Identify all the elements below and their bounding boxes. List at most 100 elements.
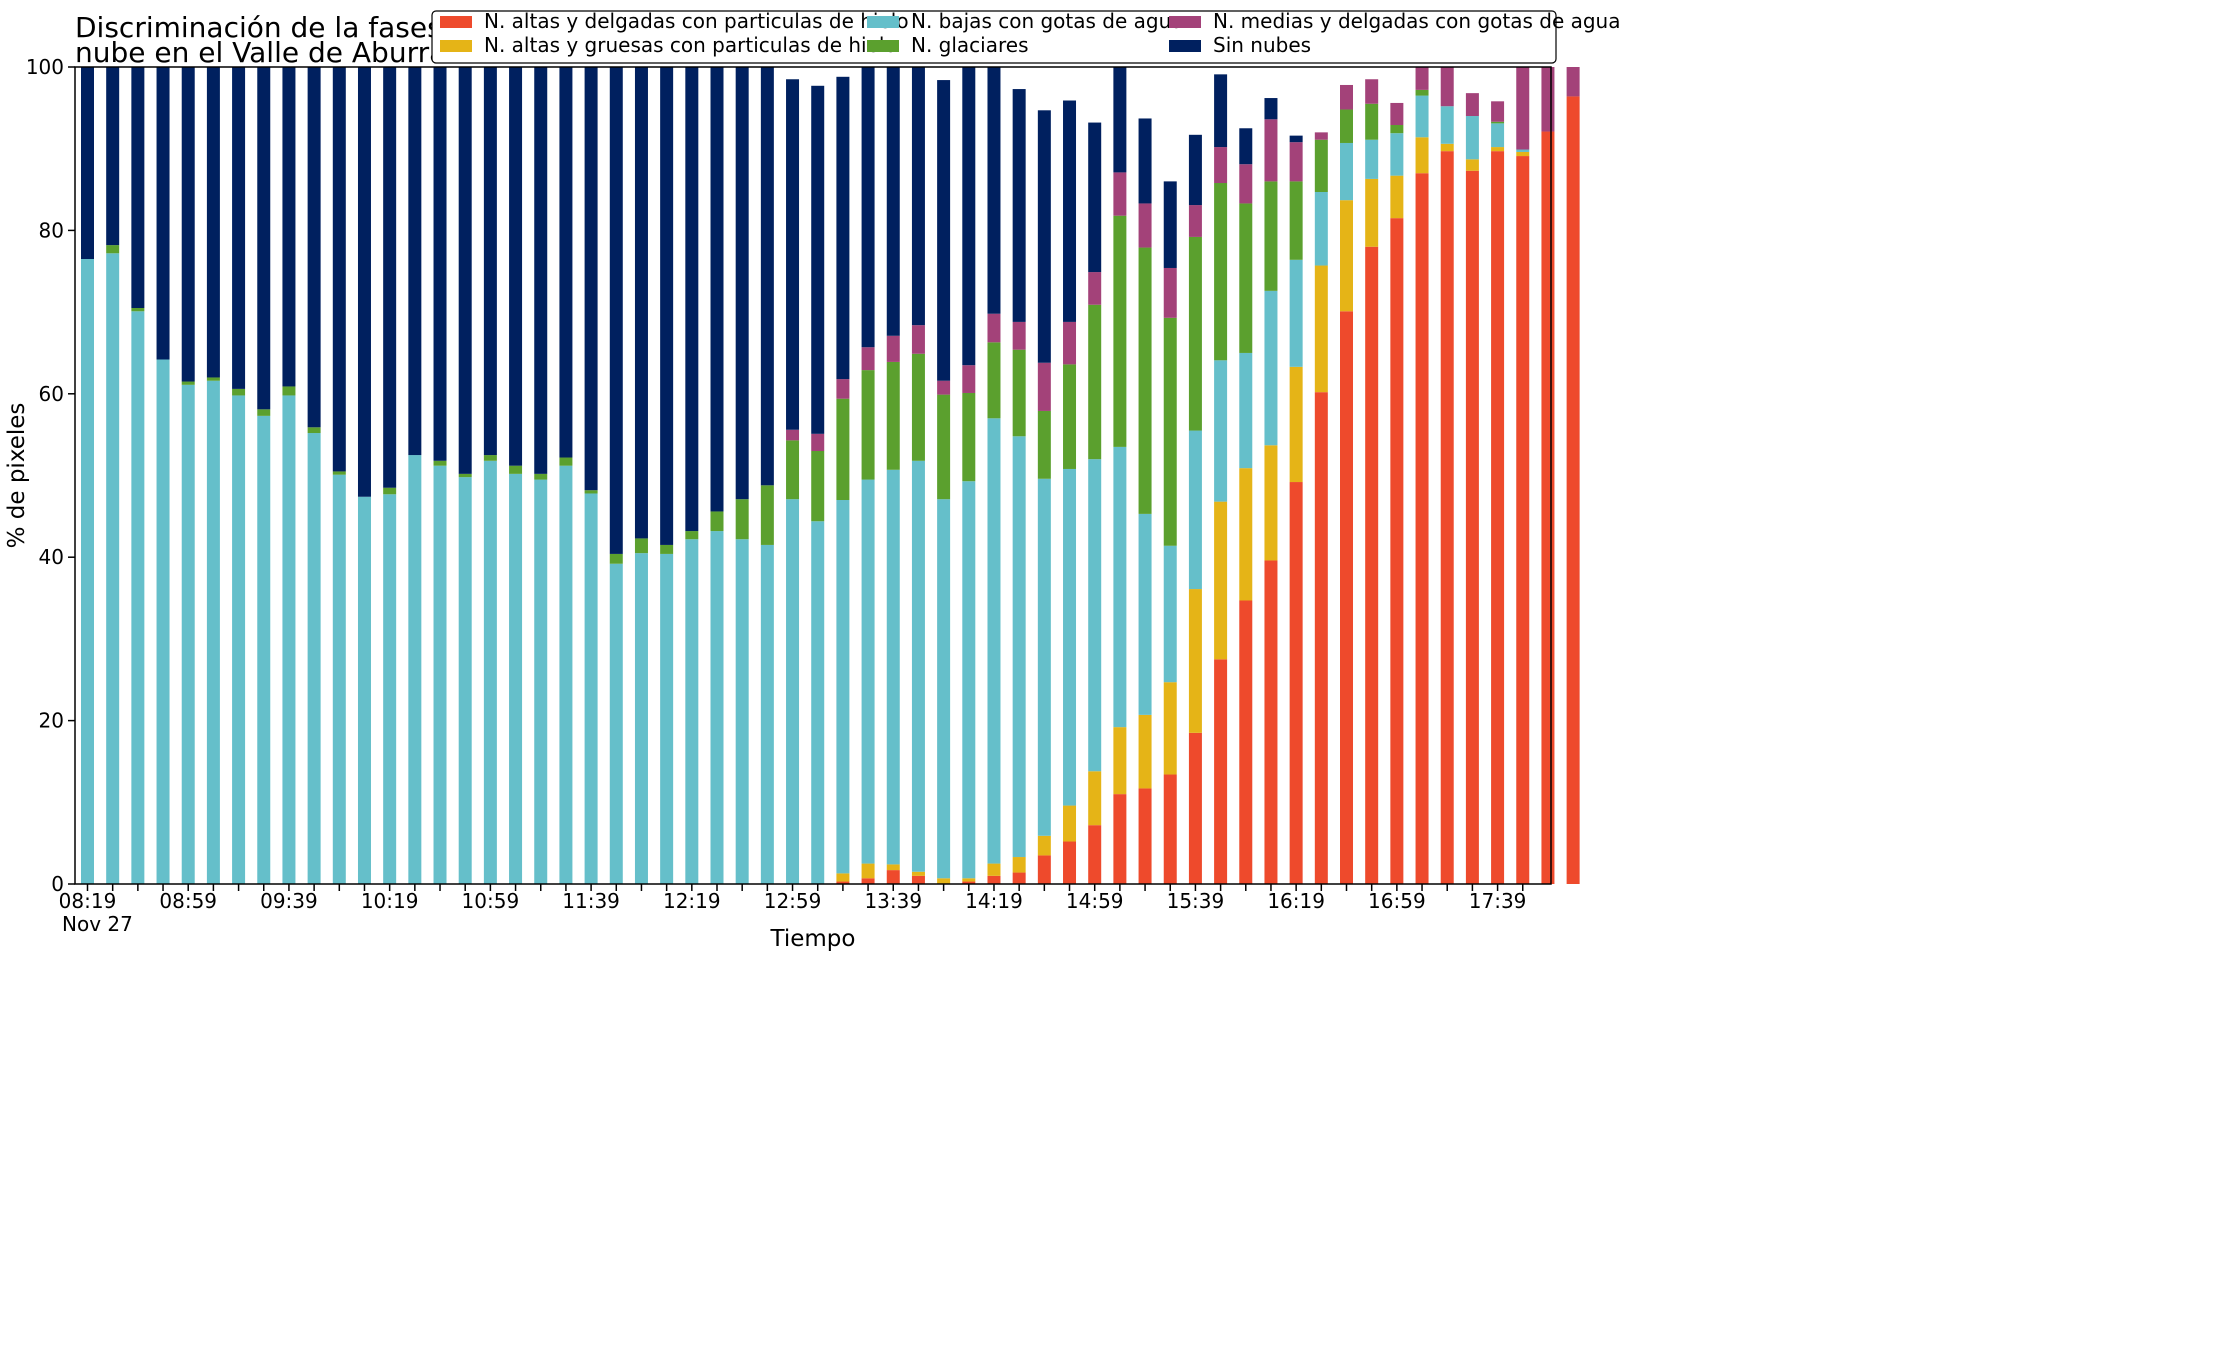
bar-segment-2-49 (1314, 192, 1328, 266)
bar-segment-0-57 (1516, 156, 1530, 885)
x-tick-label: 14:19 (965, 889, 1023, 913)
bar-segment-4-59 (1566, 67, 1580, 97)
bar-segment-3-24 (685, 531, 699, 540)
bar-segment-3-2 (131, 308, 145, 312)
bar-segment-1-42 (1138, 714, 1152, 789)
bar-segment-0-33 (911, 875, 925, 884)
bar-segment-0-52 (1390, 218, 1404, 884)
bar-segment-3-40 (1088, 304, 1102, 460)
bar-segment-2-15 (458, 477, 472, 884)
bar-segment-4-54 (1440, 67, 1454, 107)
bar-segment-3-23 (660, 544, 674, 554)
bar-segment-5-12 (383, 67, 397, 488)
bar-segment-1-36 (987, 863, 1001, 876)
chart-title-line: nube en el Valle de Aburrá (75, 36, 446, 69)
bar-segment-1-45 (1214, 501, 1228, 660)
bar-segment-1-57 (1516, 151, 1530, 157)
bar-segment-0-47 (1264, 560, 1278, 884)
x-tick-label: 09:39 (260, 889, 318, 913)
bar-segment-5-26 (735, 67, 749, 500)
bar-segment-4-33 (911, 325, 925, 354)
bar-segment-2-3 (156, 359, 170, 884)
bar-segment-2-16 (483, 460, 497, 884)
legend-box (431, 10, 1557, 64)
bar-segment-2-2 (131, 311, 145, 884)
bar-segment-5-39 (1063, 100, 1077, 322)
y-axis-label: % de pixeles (4, 403, 30, 549)
bar-segment-2-42 (1138, 513, 1152, 715)
bar-segment-4-50 (1340, 84, 1353, 110)
bar-segment-0-53 (1415, 173, 1429, 884)
bar-segment-1-39 (1063, 805, 1077, 842)
bar-segment-5-4 (181, 67, 195, 382)
bar-segment-4-43 (1163, 267, 1177, 318)
bar-segment-5-20 (584, 67, 598, 491)
bar-segment-4-42 (1138, 203, 1152, 248)
bar-segment-5-24 (685, 67, 699, 532)
bar-segment-1-50 (1340, 200, 1353, 312)
bar-segment-5-21 (609, 67, 623, 554)
bar-segment-0-30 (836, 881, 850, 884)
bar-segment-0-38 (1037, 855, 1051, 884)
y-axis: 0 20 40 60 80 100 (26, 55, 75, 896)
x-tick-label: 14:59 (1066, 889, 1124, 913)
bar-segment-5-2 (131, 67, 145, 309)
bar-segment-2-53 (1415, 95, 1429, 138)
bar-segment-2-20 (584, 493, 598, 884)
bar-segment-2-35 (962, 481, 976, 879)
bar-segment-1-44 (1188, 589, 1202, 733)
bar-segment-3-4 (181, 381, 195, 385)
bar-segment-0-31 (861, 878, 875, 884)
legend-swatch (1169, 16, 1201, 28)
bar-segment-4-35 (962, 365, 976, 393)
bar-segment-0-56 (1491, 151, 1505, 884)
bar-segment-2-6 (232, 395, 246, 884)
bar-segment-0-50 (1340, 311, 1353, 884)
bar-segment-2-13 (408, 455, 422, 884)
bar-segment-2-5 (206, 380, 220, 884)
bar-segment-3-10 (332, 471, 346, 475)
bar-segment-2-37 (1012, 436, 1026, 858)
bar-segment-3-34 (937, 394, 951, 500)
bar-segment-3-56 (1491, 121, 1505, 124)
bar-segment-0-58 (1541, 131, 1555, 885)
bar-segment-1-49 (1314, 265, 1328, 393)
bar-segment-3-22 (634, 538, 648, 554)
bar-segment-4-46 (1239, 164, 1253, 204)
bar-segment-3-27 (760, 485, 774, 545)
bar-segment-2-36 (987, 418, 1001, 864)
y-tick-label: 60 (39, 382, 64, 406)
bar-segment-2-33 (911, 460, 925, 872)
bar-segment-1-46 (1239, 468, 1253, 601)
bar-segment-5-14 (433, 67, 447, 461)
bar-segment-3-9 (307, 427, 321, 434)
bar-segment-1-33 (911, 871, 925, 876)
bar-segment-2-56 (1491, 123, 1505, 148)
legend-label: N. medias y delgadas con gotas de agua (1213, 9, 1621, 33)
bar-segment-4-51 (1365, 79, 1379, 104)
bar-segment-4-55 (1465, 93, 1479, 117)
bar-segment-5-23 (660, 67, 674, 545)
bar-segment-5-32 (886, 67, 900, 336)
legend: N. altas y delgadas con particulas de hi… (431, 9, 1621, 64)
legend-swatch (1169, 40, 1201, 52)
bar-segment-5-35 (962, 67, 976, 366)
bar-segment-3-17 (509, 465, 523, 474)
bar-segment-2-50 (1340, 142, 1353, 201)
bar-segment-4-38 (1037, 362, 1051, 411)
bar-segment-5-28 (786, 79, 800, 430)
bar-segment-5-10 (332, 67, 346, 472)
bar-segment-3-28 (786, 440, 800, 500)
x-tick-label: 12:59 (764, 889, 822, 913)
bar-segment-4-29 (811, 433, 825, 451)
bar-segment-3-48 (1289, 181, 1303, 260)
bar-segment-5-19 (559, 67, 573, 458)
bar-segment-3-53 (1415, 89, 1429, 96)
bar-segment-2-25 (710, 531, 724, 884)
bar-segment-3-39 (1063, 364, 1077, 469)
bar-segment-3-49 (1314, 139, 1328, 192)
bar-segment-4-39 (1063, 321, 1077, 365)
x-tick-label: 12:19 (663, 889, 721, 913)
bar-segment-5-6 (232, 67, 246, 389)
x-tick-label: 11:39 (562, 889, 620, 913)
